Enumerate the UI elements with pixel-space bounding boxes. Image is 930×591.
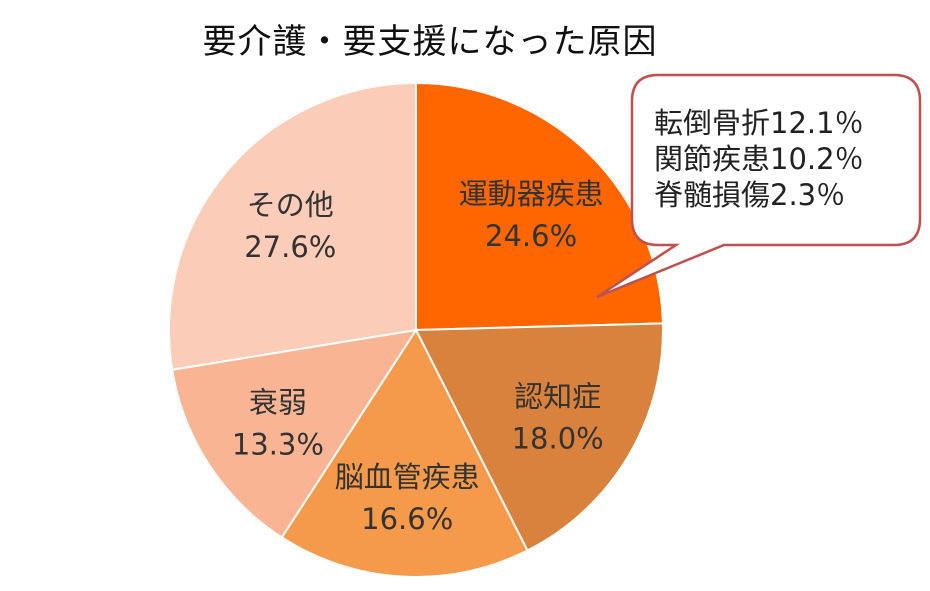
pie-slice-5 (168, 81, 417, 371)
pie-slice-3-value-label: 16.6% (361, 502, 453, 536)
pie-slice-5-value-label: 27.6% (244, 230, 336, 264)
callout-balloon (596, 73, 922, 299)
pie-slice-4-value-label: 13.3% (232, 427, 324, 461)
pie-slice-2-value-label: 18.0% (512, 422, 604, 456)
pie-slice-3 (280, 327, 529, 578)
pie-slice-5-label: その他 (247, 188, 334, 222)
callout-line-1: 転倒骨折12.1％ (654, 106, 864, 140)
pie-slice-1-label: 運動器疾患 (459, 177, 604, 211)
chart-title: 要介護・要支援になった原因 (202, 22, 658, 62)
pie-slice-1-value-label: 24.6% (485, 219, 577, 253)
pie-slice-4 (171, 328, 419, 539)
pie-slice-3-label: 脳血管疾患 (335, 460, 480, 494)
pie-slice-4-label: 衰弱 (249, 385, 307, 419)
pie-slice-1 (415, 81, 664, 332)
pie-slice-2 (414, 322, 664, 552)
callout-line-3: 脊髄損傷2.3％ (654, 178, 845, 212)
pie-slice-2-label: 認知症 (514, 380, 601, 414)
callout-line-2: 関節疾患10.2％ (654, 142, 864, 176)
